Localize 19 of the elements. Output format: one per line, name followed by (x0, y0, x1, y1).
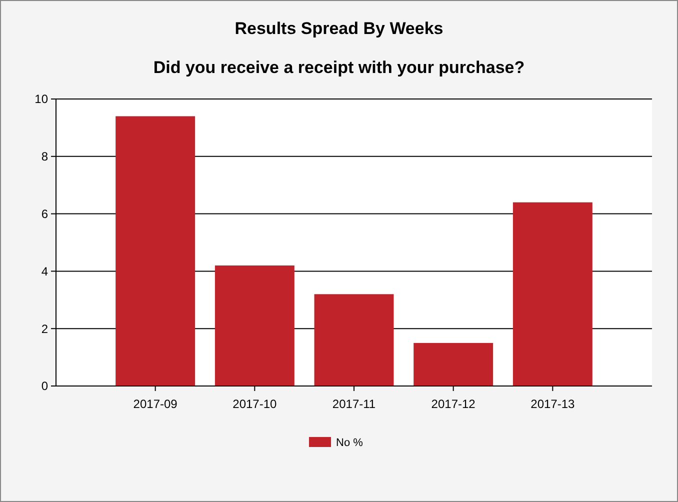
y-tick-label: 2 (41, 322, 48, 336)
y-tick-label: 6 (41, 207, 48, 221)
chart-subtitle: Did you receive a receipt with your purchase? (153, 58, 525, 77)
x-tick-label: 2017-09 (133, 397, 178, 411)
x-tick-label: 2017-10 (232, 397, 278, 411)
bar (512, 202, 592, 386)
legend-label: No % (336, 437, 364, 449)
y-tick-label: 10 (34, 92, 48, 106)
x-tick-label: 2017-12 (431, 397, 476, 411)
bar (116, 116, 196, 386)
y-tick-label: 0 (41, 379, 48, 394)
y-tick-label: 4 (41, 264, 48, 278)
x-tick-label: 2017-11 (332, 397, 376, 411)
x-tick-label: 2017-13 (530, 397, 576, 411)
y-tick-label: 8 (41, 150, 48, 164)
bar (414, 342, 494, 386)
bar (214, 265, 294, 386)
bar (314, 294, 394, 386)
chart-title: Results Spread By Weeks (234, 19, 444, 38)
